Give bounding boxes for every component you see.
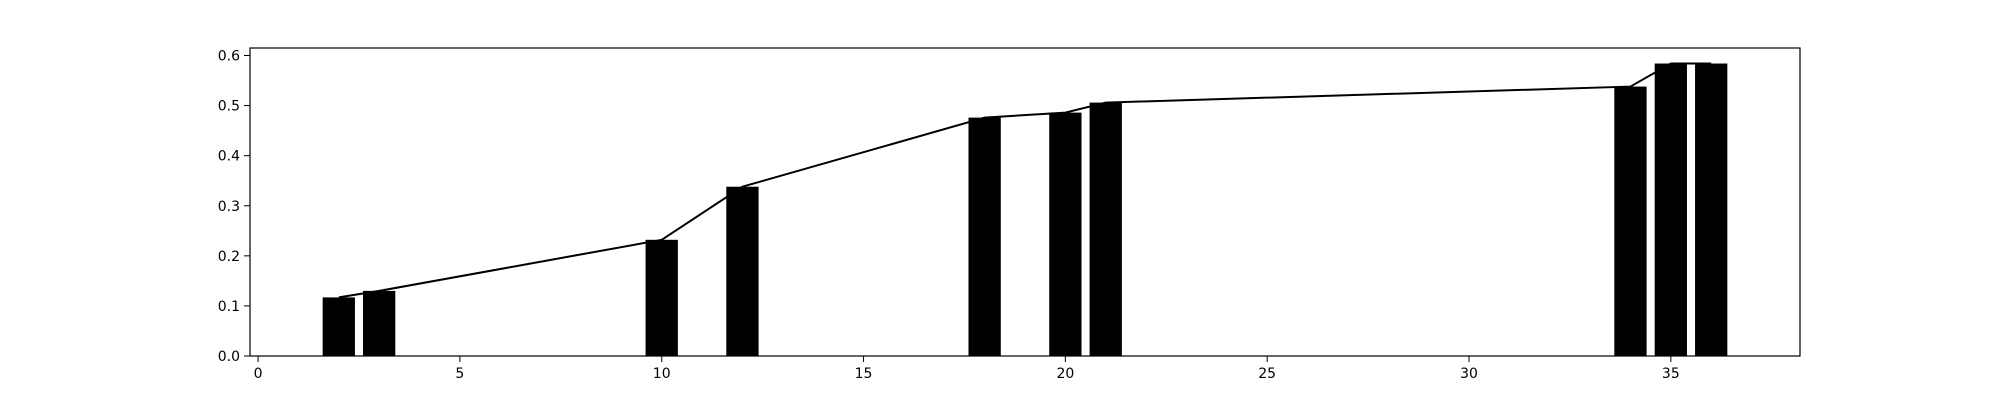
y-tick-label: 0.6 [218, 49, 240, 65]
plot-frame [249, 47, 1801, 357]
y-tick-label: 0.3 [218, 199, 240, 215]
bar [645, 239, 678, 356]
bar [968, 117, 1001, 356]
y-tick-label: 0.0 [218, 349, 240, 365]
bars-group [322, 63, 1728, 357]
bar [322, 297, 355, 356]
y-axis: 0.0 0.1 0.2 0.3 0.4 0.5 0.6 [218, 49, 250, 365]
y-tick-label: 0.2 [218, 249, 240, 265]
bar [1049, 112, 1082, 356]
bar [1654, 63, 1687, 356]
line-group [338, 62, 1712, 299]
x-tick-label: 10 [653, 366, 671, 382]
bar [726, 186, 759, 356]
bar [1089, 102, 1122, 356]
series-line [338, 62, 1712, 299]
x-tick-label: 35 [1662, 366, 1680, 382]
x-tick-label: 25 [1258, 366, 1276, 382]
plot-background [250, 48, 1800, 356]
y-tick-label: 0.4 [218, 149, 240, 165]
x-tick-label: 30 [1460, 366, 1478, 382]
y-tick-label: 0.5 [218, 99, 240, 115]
bar [1614, 86, 1647, 357]
bar [363, 290, 396, 356]
x-tick-label: 15 [855, 366, 873, 382]
x-tick-label: 5 [455, 366, 464, 382]
x-axis: 0 5 10 15 20 25 30 35 [254, 356, 1680, 382]
bar [1695, 63, 1728, 356]
y-tick-label: 0.1 [218, 299, 240, 315]
x-tick-label: 20 [1056, 366, 1074, 382]
x-tick-label: 0 [254, 366, 263, 382]
